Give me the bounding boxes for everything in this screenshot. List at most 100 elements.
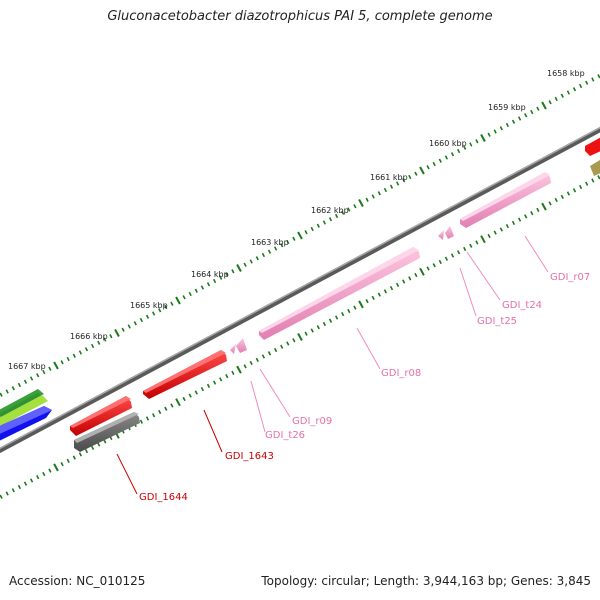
scale-tick bbox=[17, 484, 22, 490]
scale-tick bbox=[548, 100, 552, 105]
scale-tick bbox=[219, 377, 223, 382]
scale-tick bbox=[48, 468, 52, 473]
scale-tick bbox=[578, 184, 583, 190]
scale-tick bbox=[109, 334, 113, 339]
scale-tick bbox=[432, 161, 436, 167]
gene-gdi-1643 bbox=[143, 350, 227, 399]
scale-label: 1664 kbp bbox=[191, 270, 229, 279]
scale-tick bbox=[560, 93, 564, 98]
scale-tick bbox=[170, 301, 174, 306]
scale-tick bbox=[48, 366, 52, 371]
scale-tick bbox=[414, 272, 418, 278]
gene-red-right-partial bbox=[585, 137, 600, 156]
scale-tick bbox=[316, 325, 320, 330]
scale-tick bbox=[438, 158, 442, 163]
scale-tick bbox=[566, 191, 571, 196]
scale-tick bbox=[310, 328, 314, 333]
scale-label: 1666 kbp bbox=[70, 332, 108, 341]
scale-tick bbox=[358, 199, 364, 207]
scale-tick bbox=[139, 419, 144, 424]
scale-tick bbox=[517, 116, 522, 121]
scale-tick bbox=[578, 83, 583, 89]
scale-tick bbox=[524, 214, 528, 219]
scale-tick bbox=[456, 250, 461, 255]
scale-tick bbox=[219, 275, 223, 280]
scale-tick bbox=[480, 235, 486, 244]
trna-gdi-r09-small bbox=[236, 338, 247, 353]
gene-gdi-1644 bbox=[70, 396, 132, 436]
scale-tick bbox=[17, 382, 22, 388]
scale-tick bbox=[505, 224, 510, 229]
scale-tick bbox=[286, 341, 290, 346]
scale-tick bbox=[297, 231, 303, 240]
scale-tick bbox=[444, 256, 449, 261]
scale-tick bbox=[554, 96, 558, 102]
scale-tick bbox=[450, 152, 455, 157]
scale-tick bbox=[456, 148, 461, 154]
scale-tick bbox=[151, 311, 156, 316]
scale-tick bbox=[60, 462, 64, 467]
scale-tick bbox=[585, 80, 589, 85]
scale-tick bbox=[267, 249, 272, 254]
outer-scale-track bbox=[0, 74, 600, 397]
feature-labels: GDI_r07 GDI_t24 GDI_t25 GDI_r08 GDI_r09 … bbox=[139, 272, 590, 503]
scale-tick bbox=[511, 119, 516, 124]
scale-tick bbox=[408, 174, 412, 180]
scale-tick bbox=[200, 387, 205, 392]
map-title: Gluconacetobacter diazotrophicus PAI 5, … bbox=[107, 9, 493, 24]
scale-tick bbox=[572, 188, 577, 193]
scale-tick bbox=[231, 269, 235, 274]
scale-tick bbox=[97, 442, 101, 447]
scale-tick bbox=[530, 211, 534, 216]
scale-tick bbox=[297, 333, 303, 341]
scale-tick bbox=[84, 347, 89, 352]
scale-tick bbox=[170, 403, 174, 408]
scale-tick bbox=[158, 409, 162, 415]
genome-backbone bbox=[0, 126, 600, 454]
scale-tick bbox=[480, 134, 486, 142]
scale-tick bbox=[524, 113, 528, 118]
feature-label: GDI_t24 bbox=[502, 300, 542, 311]
scale-tick bbox=[182, 396, 186, 402]
scale-tick bbox=[304, 230, 308, 235]
scale-tick bbox=[493, 230, 497, 235]
scale-tick bbox=[292, 338, 296, 343]
scale-tick bbox=[84, 448, 89, 454]
scale-tick bbox=[243, 262, 247, 267]
scale-tick bbox=[255, 357, 259, 362]
scale-tick bbox=[426, 165, 430, 170]
scale-tick bbox=[499, 126, 503, 131]
scale-tick bbox=[511, 220, 516, 226]
gene-lime-partial bbox=[0, 395, 48, 426]
scale-tick bbox=[182, 295, 186, 300]
scale-tick bbox=[78, 452, 83, 457]
scale-tick bbox=[365, 299, 369, 304]
scale-tick bbox=[72, 455, 76, 460]
scale-tick bbox=[212, 278, 217, 284]
scale-tick bbox=[469, 142, 473, 147]
scale-tick bbox=[175, 398, 181, 407]
scale-tick bbox=[194, 390, 198, 395]
scale-tick bbox=[389, 285, 394, 291]
scale-tick bbox=[463, 145, 467, 150]
scale-tick bbox=[36, 475, 40, 480]
scale-tick bbox=[487, 132, 491, 137]
scale-tick bbox=[353, 204, 357, 209]
scale-tick bbox=[286, 239, 290, 245]
scale-tick bbox=[78, 350, 83, 355]
scale-tick bbox=[11, 386, 15, 391]
scale-tick bbox=[23, 481, 28, 486]
scale-tick bbox=[60, 360, 64, 365]
scale-tick bbox=[395, 282, 400, 287]
scale-tick bbox=[541, 101, 547, 110]
scale-tick bbox=[450, 253, 455, 258]
scale-tick bbox=[377, 292, 381, 297]
scale-tick bbox=[419, 166, 425, 175]
scale-tick bbox=[114, 329, 120, 337]
scale-tick bbox=[419, 267, 425, 276]
scale-tick bbox=[304, 331, 308, 336]
scale-tick bbox=[358, 300, 364, 309]
scale-tick bbox=[334, 315, 339, 320]
scale-tick bbox=[408, 276, 412, 281]
